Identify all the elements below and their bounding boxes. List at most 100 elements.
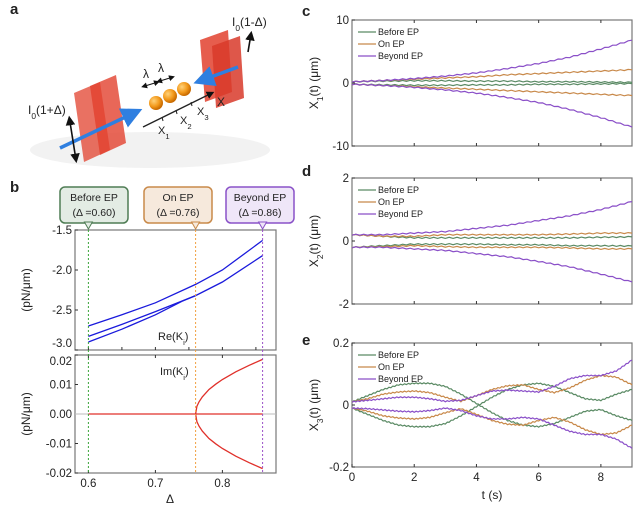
particle-3 — [177, 82, 191, 96]
x-tick-label: 0.7 — [147, 478, 163, 490]
position-label-x2: X2 — [180, 115, 192, 131]
y-tick-label: 10 — [336, 15, 349, 27]
im-k-label: Im(Ki) — [160, 366, 189, 382]
y-tick-label: 0 — [343, 236, 349, 248]
re-k-curve — [88, 295, 196, 343]
spacing-label: λ — [143, 67, 149, 81]
position-tick — [190, 101, 193, 107]
spacing-arrow — [141, 80, 160, 89]
trajectory-before-ep — [351, 242, 633, 249]
y-tick-label: -0.02 — [46, 468, 72, 480]
legend-label: Beyond EP — [378, 51, 423, 61]
right-intensity-label: I0(1-Δ) — [232, 15, 267, 33]
trajectory-before-ep — [351, 382, 633, 428]
panel-label-d: d — [302, 163, 311, 180]
y-tick-label: 0.2 — [333, 338, 349, 350]
callout-box — [59, 186, 129, 224]
panel-d-x2-trajectory: 2 0 -2 Before EP On EP Beyond EP X2(t) (μm) — [307, 173, 633, 311]
x-axis-label: Δ — [166, 492, 174, 506]
re-k-label: Re(Ki) — [158, 331, 188, 347]
y-tick-label: 0 — [343, 400, 349, 412]
spacing-label: λ — [158, 61, 164, 75]
y-tick-label: 0.02 — [50, 356, 72, 368]
callout-pointer — [190, 221, 201, 231]
legend-label: On EP — [378, 362, 405, 372]
y-tick-label: -2.0 — [52, 265, 72, 277]
left-intensity-label: I0(1+Δ) — [28, 103, 66, 121]
setup-illustration: λ λ X X1 X2 X3 I0(1+Δ) I0(1-Δ) — [28, 15, 270, 168]
trajectory-on-ep — [351, 231, 633, 238]
floor-shadow — [30, 132, 270, 168]
y-axis-label: (pN/μm) — [19, 392, 33, 436]
y-tick-label: -3.0 — [52, 338, 72, 350]
panel-label-b: b — [10, 179, 19, 196]
re-k-curve — [88, 255, 263, 338]
callout-title: Beyond EP — [234, 192, 287, 204]
re-k-curve — [88, 239, 263, 327]
panel-b-eigenvalues: -1.5 -2.0 -2.5 -3.0 0.02 0.01 0.00 -0.01 -0.02 0.… — [19, 186, 295, 506]
x-axis-label: X — [217, 95, 225, 109]
legend-label: Beyond EP — [378, 209, 423, 219]
x-tick-label: 0 — [349, 472, 355, 484]
y-tick-label: 0.01 — [50, 380, 72, 392]
panel-label-c: c — [302, 3, 310, 20]
x-tick-label: 2 — [411, 472, 417, 484]
callout-value: (Δ =0.76) — [157, 207, 200, 219]
y-tick-label: 0 — [343, 78, 349, 90]
y-tick-label: -0.2 — [329, 462, 349, 474]
trajectory-before-ep — [351, 82, 633, 87]
y-axis-label: (pN/μm) — [19, 268, 33, 312]
trajectory-before-ep — [351, 382, 633, 428]
position-tick — [175, 109, 178, 115]
y-tick-label: -10 — [332, 141, 349, 153]
counter-beam-arrow — [193, 65, 239, 87]
trajectory-before-ep — [351, 79, 633, 84]
polarization-arrow — [245, 30, 255, 53]
panel-c-x1-trajectory: 10 0 -10 Before EP On EP Beyond EP X1(t) (μm) — [307, 15, 633, 153]
x-axis-arrow — [142, 91, 215, 128]
trajectory-beyond-ep — [351, 83, 633, 128]
panel-label-e: e — [302, 332, 310, 349]
im-k-curve — [194, 358, 263, 415]
x-tick-label: 6 — [535, 472, 541, 484]
particle-1 — [149, 96, 163, 110]
legend-label: On EP — [378, 197, 405, 207]
x-tick-label: 8 — [598, 472, 604, 484]
trajectory-on-ep — [351, 244, 633, 251]
trajectory-beyond-ep — [351, 359, 633, 403]
position-tick — [161, 116, 164, 122]
y-axis-label: X3(t) (μm) — [307, 379, 325, 431]
y-tick-label: -2 — [339, 299, 349, 311]
callout-box — [143, 186, 213, 224]
y-axis-label: X1(t) (μm) — [307, 57, 325, 109]
trajectory-beyond-ep — [351, 407, 633, 449]
legend-label: On EP — [378, 39, 405, 49]
polarization-arrow — [65, 115, 80, 164]
x-tick-label: 0.8 — [214, 478, 230, 490]
legend-label: Before EP — [378, 350, 419, 360]
x-tick-label: 4 — [473, 472, 480, 484]
y-tick-label: 2 — [343, 173, 349, 185]
legend-label: Before EP — [378, 185, 419, 195]
trajectory-beyond-ep — [351, 39, 633, 83]
x-axis-label: t (s) — [482, 488, 503, 502]
trajectory-on-ep — [351, 407, 633, 436]
left-mirror-plane — [90, 75, 126, 155]
y-tick-label: -2.5 — [52, 305, 72, 317]
callout-pointer — [257, 221, 268, 231]
callout-value: (Δ =0.86) — [239, 207, 282, 219]
position-label-x1: X1 — [158, 125, 170, 141]
callout-title: Before EP — [70, 192, 118, 204]
callout-title: On EP — [163, 192, 194, 204]
y-tick-label: -0.01 — [46, 439, 72, 451]
y-tick-label: -1.5 — [52, 225, 72, 237]
callout-value: (Δ =0.60) — [73, 207, 116, 219]
spacing-arrow — [156, 75, 175, 84]
panel-label-a: a — [10, 1, 19, 18]
trajectory-beyond-ep — [351, 201, 633, 236]
legend-label: Beyond EP — [378, 374, 423, 384]
y-tick-label: 0.00 — [50, 409, 72, 421]
particle-2 — [163, 89, 177, 103]
im-k-curve — [194, 413, 263, 470]
